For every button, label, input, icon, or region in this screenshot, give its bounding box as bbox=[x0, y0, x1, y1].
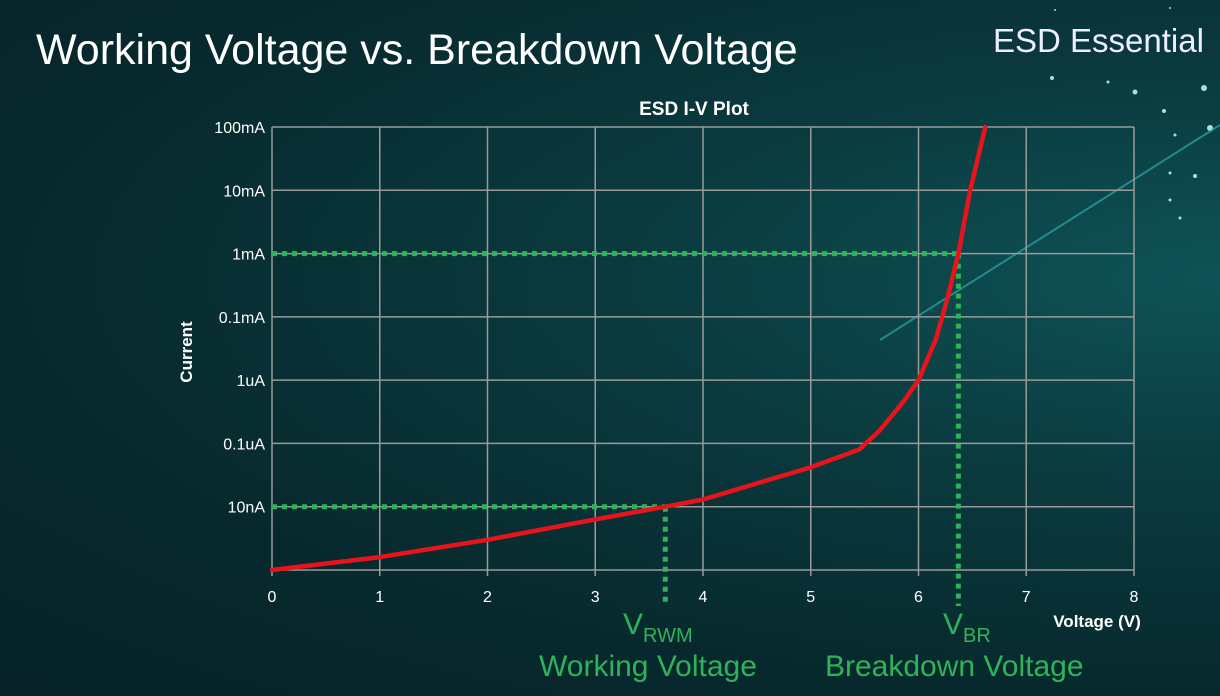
x-tick-label: 3 bbox=[591, 589, 600, 606]
y-tick-label: 10mA bbox=[223, 183, 265, 200]
y-tick-label: 100mA bbox=[214, 120, 265, 137]
x-tick-label: 8 bbox=[1130, 589, 1139, 606]
sparkle-dot bbox=[1132, 89, 1138, 95]
sparkle-dot bbox=[1162, 109, 1166, 113]
x-tick-label: 5 bbox=[806, 589, 815, 606]
decorative-light-streak bbox=[879, 124, 1220, 341]
y-tick-label: 0.1uA bbox=[223, 436, 265, 453]
sparkle-dot bbox=[1050, 76, 1054, 80]
decorative-sparkles bbox=[1050, 7, 1213, 220]
x-tick-label: 7 bbox=[1022, 589, 1031, 606]
y-axis-label: Current bbox=[177, 321, 196, 383]
sparkle-dot bbox=[1168, 198, 1172, 202]
vrwm-label: Working Voltage bbox=[539, 650, 757, 683]
slide-title: Working Voltage vs. Breakdown Voltage bbox=[36, 26, 798, 74]
vrwm-symbol: VRWM bbox=[623, 608, 693, 647]
chart-title: ESD I-V Plot bbox=[639, 99, 749, 120]
sparkle-dot bbox=[1178, 216, 1182, 220]
sparkle-dot bbox=[1168, 171, 1172, 175]
sparkle-dot bbox=[1173, 133, 1177, 137]
brand-logo-text: ESD Essential bbox=[993, 22, 1204, 59]
y-tick-label: 10nA bbox=[228, 500, 266, 517]
x-tick-label: 1 bbox=[375, 589, 384, 606]
y-tick-label: 1mA bbox=[232, 247, 265, 264]
sparkle-dot bbox=[1169, 7, 1171, 9]
sparkle-dot bbox=[1193, 174, 1197, 178]
y-tick-label: 1uA bbox=[237, 373, 266, 390]
vbr-label: Breakdown Voltage bbox=[825, 650, 1084, 683]
sparkle-dot bbox=[1201, 85, 1207, 91]
x-tick-label: 6 bbox=[914, 589, 923, 606]
sparkle-dot bbox=[1054, 9, 1056, 11]
iv-curve bbox=[269, 124, 988, 573]
sparkle-dot bbox=[1106, 80, 1110, 84]
x-axis-label: Voltage (V) bbox=[1053, 612, 1141, 631]
y-tick-label: 0.1mA bbox=[219, 310, 266, 327]
vbr-symbol: VBR bbox=[943, 608, 991, 647]
x-tick-label: 0 bbox=[268, 589, 277, 606]
x-tick-label: 4 bbox=[699, 589, 708, 606]
x-tick-label: 2 bbox=[483, 589, 492, 606]
